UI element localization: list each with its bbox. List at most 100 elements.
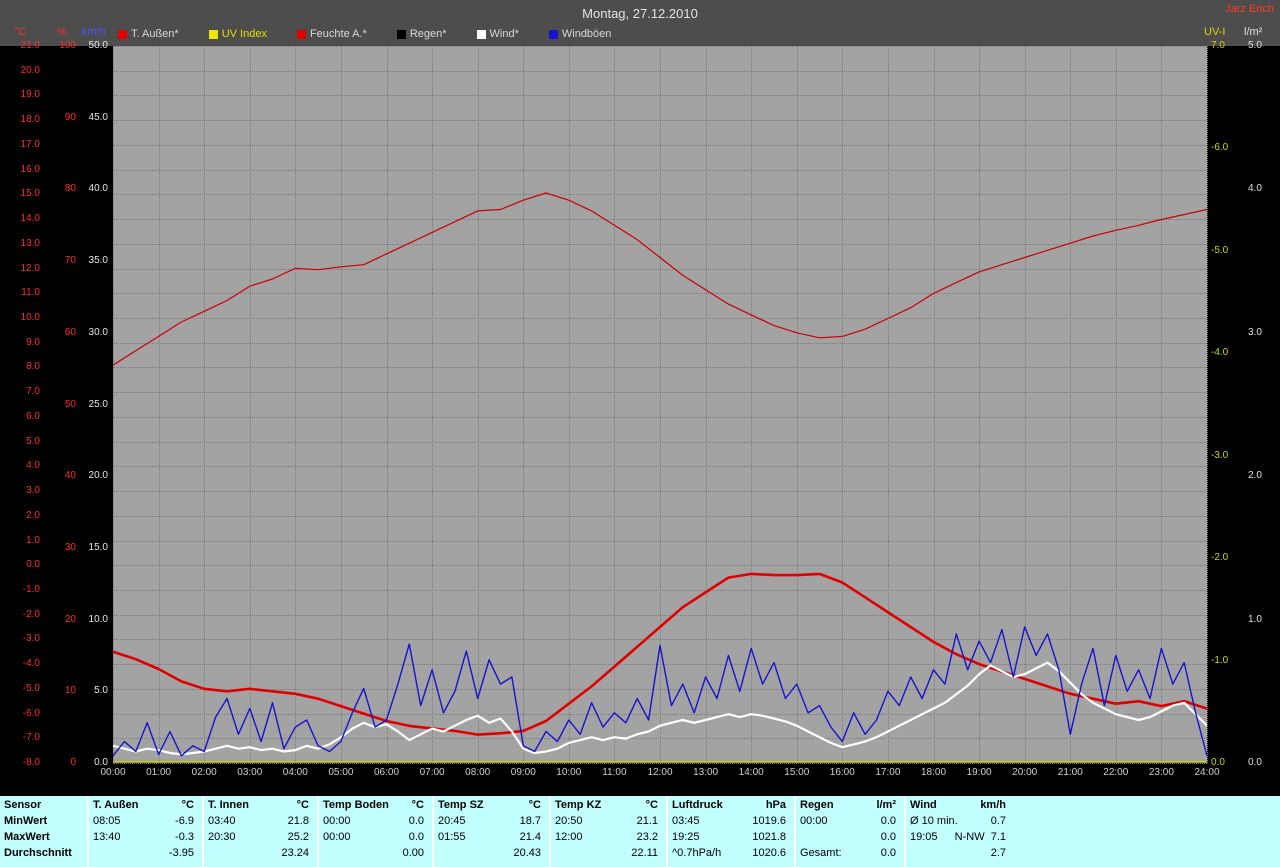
- legend-swatch-rain: [396, 29, 406, 39]
- stats-min-time: 00:00: [800, 815, 828, 827]
- wind-axis-tick: 10.0: [88, 613, 108, 625]
- time-axis-tick: 00:00: [100, 767, 126, 778]
- rain-axis-tick: 3.0: [1248, 326, 1262, 338]
- uv-axis-tick: -5.0: [1211, 244, 1229, 256]
- legend-label-wind: Wind*: [489, 28, 519, 40]
- legend-item-wind: Wind*: [476, 28, 519, 40]
- table-column-separator: [202, 796, 204, 867]
- time-axis-tick: 02:00: [191, 767, 217, 778]
- stats-max-time: 19:25: [672, 831, 700, 843]
- time-axis-tick: 13:00: [693, 767, 719, 778]
- stats-max-value: -0.3: [175, 831, 194, 843]
- stats-row-header: Durchschnitt: [4, 847, 72, 859]
- time-axis-tick: 15:00: [784, 767, 810, 778]
- stats-min-value: 0.7: [990, 815, 1006, 827]
- grid-line-v: [842, 46, 844, 763]
- grid-line-v: [796, 46, 798, 763]
- time-axis-tick: 24:00: [1194, 767, 1220, 778]
- stats-avg-value: 2.7: [990, 847, 1006, 859]
- time-axis-tick: 21:00: [1057, 767, 1083, 778]
- stats-max-time: 00:00: [323, 831, 351, 843]
- temp-axis-tick: 20.0: [20, 64, 40, 76]
- uv-axis-tick: -6.0: [1211, 142, 1229, 154]
- humidity-axis-tick: 0: [70, 757, 76, 768]
- stats-min-value: -6.9: [175, 815, 194, 827]
- temp-axis-tick: 18.0: [20, 114, 40, 126]
- stats-max-value: 25.2: [287, 831, 309, 843]
- grid-line-v: [933, 46, 935, 763]
- legend-label-temp: T. Außen*: [131, 28, 179, 40]
- stats-min-time: 03:40: [208, 815, 236, 827]
- time-axis-tick: 19:00: [966, 767, 992, 778]
- grid-line-v: [1207, 46, 1208, 763]
- stats-avg-value: 1020.6: [752, 847, 786, 859]
- grid-line-v: [1070, 46, 1072, 763]
- stats-col-unit: °C: [181, 799, 194, 811]
- humidity-axis-tick: 70: [64, 255, 76, 267]
- time-axis-tick: 10:00: [556, 767, 582, 778]
- grid-line-v: [614, 46, 616, 763]
- stats-avg-label: Gesamt:: [800, 847, 842, 859]
- wind-unit-label: km/h: [82, 26, 106, 38]
- temp-axis-tick: -7.0: [22, 732, 40, 744]
- grid-line-v: [751, 46, 753, 763]
- uv-axis-tick: -4.0: [1211, 347, 1229, 359]
- grid-line-v: [660, 46, 661, 763]
- time-axis-tick: 16:00: [829, 767, 855, 778]
- time-axis-tick: 18:00: [920, 767, 947, 778]
- stats-max-value: 0.0: [880, 831, 896, 843]
- stats-col-name: Luftdruck: [672, 799, 723, 811]
- temp-axis-tick: 6.0: [26, 410, 40, 422]
- stats-col-name: Wind: [910, 799, 937, 811]
- temp-axis-tick: 4.0: [26, 460, 40, 472]
- temp-axis-tick: -8.0: [22, 757, 40, 768]
- time-axis-tick: 04:00: [282, 767, 308, 778]
- rain-axis-tick: 2.0: [1248, 470, 1262, 482]
- stats-max-time: 19:05: [910, 831, 938, 843]
- table-column-separator: [549, 796, 551, 867]
- stats-min-value: 0.0: [880, 815, 896, 827]
- temp-unit-label: °C: [14, 26, 27, 38]
- chart-plot-area[interactable]: [113, 46, 1208, 764]
- stats-max-value: 23.2: [636, 831, 658, 843]
- grid-line-v: [705, 46, 707, 763]
- temp-axis-tick: -6.0: [22, 707, 40, 719]
- time-axis-tick: 01:00: [146, 767, 172, 778]
- temp-axis-tick: -5.0: [22, 682, 40, 694]
- stats-min-time: 20:50: [555, 815, 583, 827]
- legend-item-temp: T. Außen*: [118, 28, 179, 40]
- wind-axis-tick: 20.0: [88, 470, 108, 482]
- series-humidity: [113, 192, 1207, 366]
- humidity-axis-tick: 20: [64, 613, 76, 625]
- stats-table: Sensor MinWert MaxWert Durchschnitt T. Außen…: [0, 796, 1280, 867]
- stats-col-unit: l/m²: [876, 799, 896, 811]
- stats-min-value: 21.8: [287, 815, 309, 827]
- table-column-separator: [87, 796, 89, 867]
- wind-axis-tick: 30.0: [88, 326, 108, 338]
- stats-col-name: Temp KZ: [555, 799, 602, 811]
- stats-col-unit: °C: [645, 799, 658, 811]
- temp-axis-tick: 13.0: [20, 237, 40, 249]
- grid-line-v: [249, 46, 251, 763]
- stats-avg-value: 20.43: [513, 847, 541, 859]
- stats-max-value: 0.0: [408, 831, 424, 843]
- header-bar: Montag, 27.12.2010 Jarz Erich °C % km/h …: [0, 0, 1280, 46]
- stats-max-value: N-NW 7.1: [954, 831, 1006, 843]
- grid-line-v: [204, 46, 206, 763]
- temp-axis-tick: 11.0: [21, 287, 40, 299]
- table-column-separator: [794, 796, 796, 867]
- legend-item-rain: Regen*: [396, 28, 447, 40]
- stats-max-time: 13:40: [93, 831, 121, 843]
- chart-series-layer: [113, 192, 1207, 763]
- stats-col-name: T. Innen: [208, 799, 249, 811]
- uv-axis-tick: -1.0: [1211, 654, 1229, 666]
- wind-axis-tick: 45.0: [88, 111, 108, 123]
- legend-label-uv: UV Index: [221, 28, 267, 40]
- stats-row-header: MaxWert: [4, 831, 50, 843]
- humidity-unit-label: %: [57, 26, 67, 38]
- temp-axis-tick: -3.0: [22, 633, 40, 645]
- legend-label-gusts: Windböen: [561, 28, 612, 40]
- stats-col-unit: km/h: [980, 799, 1006, 811]
- humidity-axis-tick: 80: [64, 183, 76, 195]
- stats-min-time: 20:45: [438, 815, 466, 827]
